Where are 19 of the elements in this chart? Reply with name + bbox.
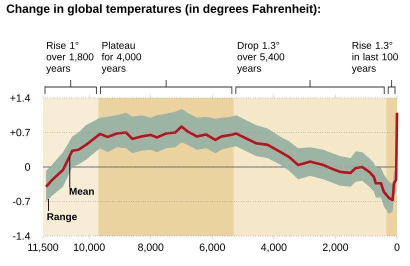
y-tick-label: -1.4 [12,232,30,240]
y-tick-label: +0.7 [10,128,30,136]
y-tick-label: -0.7 [12,198,30,206]
x-tick-label: 0 [394,244,400,251]
band-label: Rise 1.3° in last 100 years [352,42,398,74]
band-label: Rise 1° over 1,800 years [46,42,94,74]
chart-title: Change in global temperatures (in degrees Fahrenheit): [6,4,320,16]
annotation: Range [47,213,77,222]
x-tick-label: 6,000 [200,244,225,252]
annotation: Mean [70,188,94,195]
band-label: Drop 1.3° over 5,400 years [237,42,284,74]
x-tick-label: 8,000 [138,244,164,252]
x-tick-label: 4,000 [261,244,287,252]
band-label: Plateau for 4,000 years [102,42,142,74]
x-tick-label: 2,000 [322,244,348,252]
x-tick-label: 10,000 [74,244,105,252]
y-tick-label: 0 [25,163,30,171]
y-tick-label: +1.4 [10,94,30,102]
x-tick-label: 11,500 [28,244,58,252]
